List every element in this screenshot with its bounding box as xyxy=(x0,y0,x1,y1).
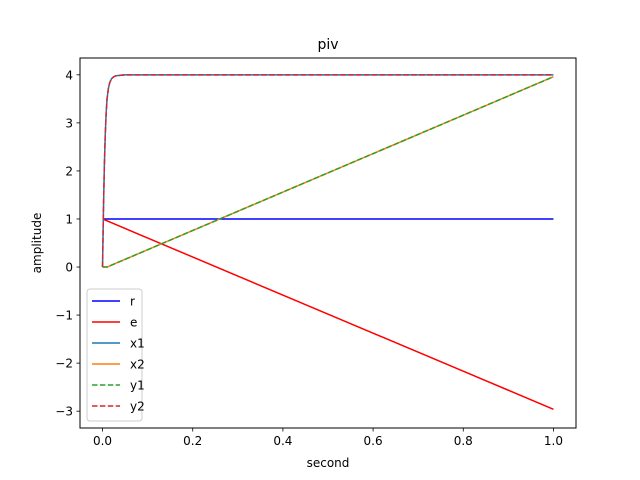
y-tick-label: 4 xyxy=(65,68,73,82)
y-axis-label: amplitude xyxy=(30,213,44,274)
legend: re x1 x2 y1 y2 xyxy=(86,288,145,422)
x-tick-label: 0.0 xyxy=(93,434,112,448)
chart-title: piv xyxy=(317,37,338,53)
series-line-e xyxy=(102,218,554,410)
y-tick-label: −2 xyxy=(55,357,73,371)
y-tick-label: 1 xyxy=(65,212,73,226)
x-axis-ticks: 0.0 0.2 0.4 0.6 0.8 1.0 xyxy=(93,428,563,448)
y-tick-label: 3 xyxy=(65,116,73,130)
x-tick-label: 0.4 xyxy=(273,434,292,448)
plot-frame xyxy=(79,57,577,429)
legend-label-x1: x1 xyxy=(130,337,145,351)
legend-label-e: e xyxy=(130,316,137,330)
y-tick-label: −1 xyxy=(55,309,73,323)
x-tick-label: 0.6 xyxy=(364,434,383,448)
series-line-y1 xyxy=(102,76,554,268)
y-tick-label: 0 xyxy=(65,261,73,275)
y-tick-label: 2 xyxy=(65,164,73,178)
plot-lines xyxy=(101,74,554,410)
legend-label-y2: y2 xyxy=(130,400,145,414)
x-tick-label: 1.0 xyxy=(544,434,563,448)
x-axis-label: second xyxy=(307,456,350,470)
x-tick-label: 0.8 xyxy=(454,434,473,448)
y-axis-ticks: −3 −2 −1 0 1 2 3 4 xyxy=(55,68,80,419)
y-tick-label: −3 xyxy=(55,405,73,419)
legend-label-x2: x2 xyxy=(130,358,145,372)
series-line-y2 xyxy=(101,74,554,268)
legend-label-y1: y1 xyxy=(130,379,145,393)
legend-label-r: r xyxy=(130,295,135,309)
x-tick-label: 0.2 xyxy=(183,434,202,448)
